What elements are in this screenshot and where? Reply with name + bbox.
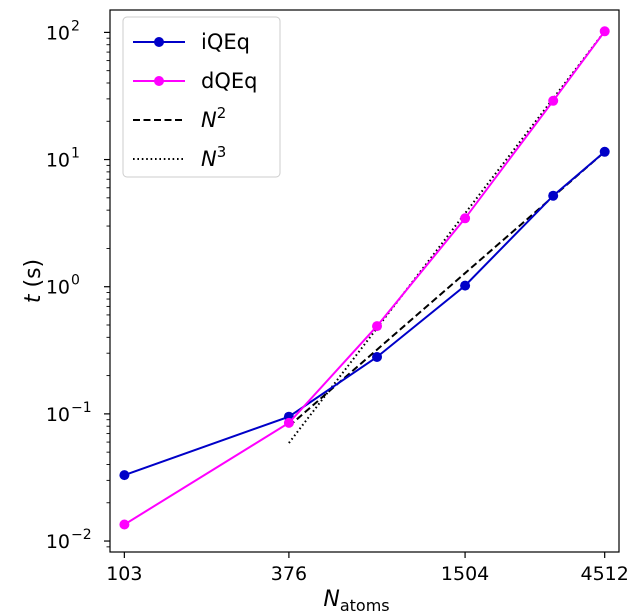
y-tick-label: 10: [46, 531, 70, 553]
legend: iQEq dQEq N2 N3: [122, 16, 281, 178]
y-axis-label: t (s): [21, 259, 46, 303]
axis-labels: Natoms t (s): [21, 259, 390, 612]
y-tick-exponent: −2: [71, 527, 92, 543]
y-tick-exponent: 0: [71, 273, 80, 289]
data-point-iqeq: [460, 280, 471, 291]
legend-box: [122, 16, 281, 178]
data-point-dqeq: [119, 519, 130, 530]
data-point-iqeq: [372, 352, 382, 362]
data-point-dqeq: [283, 417, 294, 428]
y-tick-exponent: 1: [71, 146, 80, 162]
x-axis-label: Natoms: [323, 587, 389, 612]
legend-label: dQEq: [201, 69, 257, 93]
legend-label: iQEq: [201, 30, 250, 54]
data-point-iqeq: [548, 190, 559, 201]
y-tick-exponent: −1: [71, 400, 92, 416]
y-tick-label: 10: [46, 404, 70, 426]
series-line-dqeq: [123, 30, 606, 526]
data-point-iqeq: [119, 470, 130, 481]
legend-marker: [154, 37, 164, 47]
data-point-dqeq: [548, 95, 559, 106]
data-point-dqeq: [460, 213, 471, 224]
y-tick-exponent: 2: [71, 18, 80, 34]
series-line-iqeq: [124, 151, 606, 477]
series-lines: [119, 26, 610, 530]
data-point-dqeq: [599, 26, 610, 37]
x-tick-label: 376: [271, 563, 307, 585]
legend-label: N2: [201, 104, 226, 132]
y-tick-label: 10: [46, 22, 70, 44]
data-point-iqeq: [599, 146, 610, 157]
data-point-dqeq: [372, 321, 382, 332]
x-tick-label: 103: [106, 563, 142, 585]
x-tick-label: 4512: [581, 563, 629, 585]
x-axis: 103 376 1504 4512: [106, 552, 629, 585]
x-tick-label: 1504: [441, 563, 489, 585]
legend-marker: [154, 76, 164, 86]
y-tick-label: 10: [46, 150, 70, 172]
y-tick-label: 10: [46, 277, 70, 299]
legend-label: N3: [201, 143, 226, 171]
